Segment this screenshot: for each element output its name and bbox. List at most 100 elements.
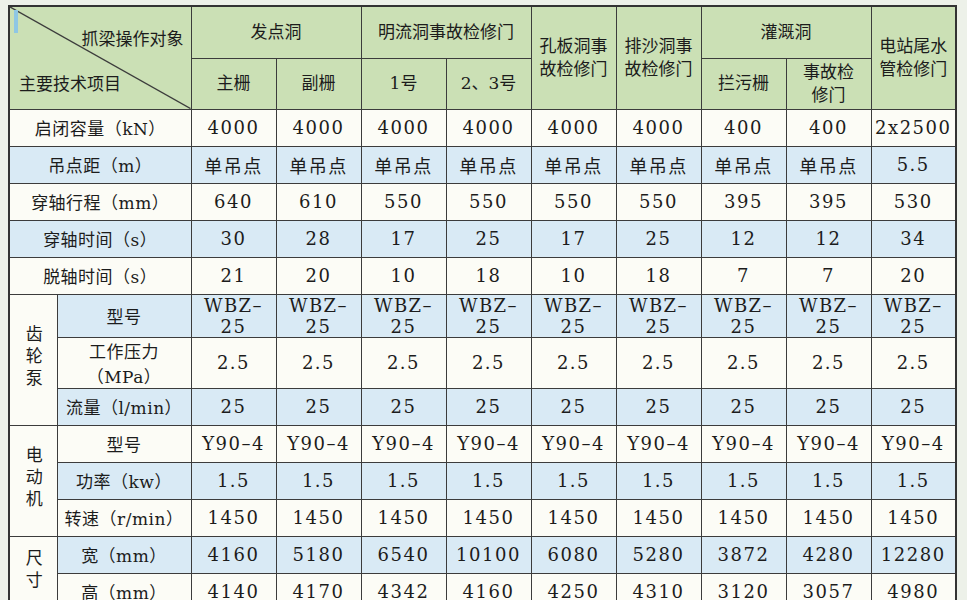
- table-cell: 25: [276, 388, 361, 425]
- table-cell: Y90–4: [276, 425, 361, 462]
- row-label: 脱轴时间（s）: [9, 257, 191, 294]
- table-cell: 17: [361, 220, 446, 257]
- table-cell: 4000: [616, 109, 701, 146]
- table-row: 穿轴时间（s）302817251725121234: [9, 220, 956, 257]
- table-cell: 单吊点: [276, 146, 361, 183]
- table-cell: 1450: [616, 499, 701, 536]
- table-row: 转速（r/min）1450145014501450145014501450145…: [9, 499, 956, 536]
- table-cell: 1450: [361, 499, 446, 536]
- table-cell: 单吊点: [531, 146, 616, 183]
- table-cell: 25: [616, 388, 701, 425]
- table-cell: WBZ–25: [701, 294, 786, 337]
- table-cell: 25: [701, 388, 786, 425]
- table-cell: 25: [786, 388, 871, 425]
- table-cell: WBZ–25: [531, 294, 616, 337]
- table-cell: 4160: [191, 536, 276, 573]
- colgroup-kongbandong: 孔板洞事故检修门: [531, 6, 616, 109]
- row-label: 工作压力（MPa）: [57, 337, 191, 388]
- table-cell: 25: [871, 388, 956, 425]
- table-cell: 400: [701, 109, 786, 146]
- document-page: 抓梁操作对象 主要技术项目 发点洞 明流洞事故检修门 孔板洞事故检修门 排沙洞事…: [0, 0, 967, 600]
- table-cell: WBZ–25: [446, 294, 531, 337]
- table-cell: 5280: [616, 536, 701, 573]
- table-cell: 25: [446, 220, 531, 257]
- row-group-label: 电动机: [9, 425, 57, 536]
- table-cell: 1450: [531, 499, 616, 536]
- corner-bottom-label: 主要技术项目: [19, 73, 121, 96]
- table-cell: 6080: [531, 536, 616, 573]
- table-cell: WBZ–25: [616, 294, 701, 337]
- table-cell: 2.5: [446, 337, 531, 388]
- table-cell: 400: [786, 109, 871, 146]
- row-group-label: 尺寸: [9, 536, 57, 600]
- table-cell: 550: [616, 183, 701, 220]
- table-cell: 2.5: [871, 337, 956, 388]
- row-label: 功率（kw）: [57, 462, 191, 499]
- row-group-label-text: 电动机: [21, 446, 46, 512]
- table-cell: 4280: [786, 536, 871, 573]
- table-cell: 4140: [191, 573, 276, 600]
- table-cell: 21: [191, 257, 276, 294]
- table-cell: 1.5: [701, 462, 786, 499]
- colgroup-paishadong: 排沙洞事故检修门: [616, 6, 701, 109]
- table-cell: 10: [531, 257, 616, 294]
- table-cell: 550: [531, 183, 616, 220]
- table-cell: 17: [531, 220, 616, 257]
- row-label: 转速（r/min）: [57, 499, 191, 536]
- row-label: 穿轴时间（s）: [9, 220, 191, 257]
- table-cell: 4342: [361, 573, 446, 600]
- table-cell: 3120: [701, 573, 786, 600]
- table-cell: 25: [191, 388, 276, 425]
- table-cell: 18: [616, 257, 701, 294]
- table-cell: WBZ–25: [361, 294, 446, 337]
- table-cell: 4170: [276, 573, 361, 600]
- row-group-label-text: 尺寸: [21, 549, 46, 593]
- table-row: 穿轴行程（mm）640610550550550550395395530: [9, 183, 956, 220]
- table-cell: 530: [871, 183, 956, 220]
- table-row: 流量（l/min）252525252525252525: [9, 388, 956, 425]
- table-cell: 1450: [191, 499, 276, 536]
- table-cell: 6540: [361, 536, 446, 573]
- table-cell: 550: [361, 183, 446, 220]
- spec-table: 抓梁操作对象 主要技术项目 发点洞 明流洞事故检修门 孔板洞事故检修门 排沙洞事…: [8, 5, 957, 600]
- table-row: 齿轮泵型号WBZ–25WBZ–25WBZ–25WBZ–25WBZ–25WBZ–2…: [9, 294, 956, 337]
- colgroup-guangaidong: 灌溉洞: [701, 6, 871, 58]
- table-cell: 10: [361, 257, 446, 294]
- table-cell: Y90–4: [191, 425, 276, 462]
- table-cell: 3872: [701, 536, 786, 573]
- table-cell: 640: [191, 183, 276, 220]
- table-cell: 4980: [871, 573, 956, 600]
- table-cell: 1.5: [871, 462, 956, 499]
- table-cell: 7: [786, 257, 871, 294]
- table-cell: 单吊点: [786, 146, 871, 183]
- table-cell: 1.5: [276, 462, 361, 499]
- table-cell: WBZ–25: [191, 294, 276, 337]
- table-cell: Y90–4: [616, 425, 701, 462]
- table-cell: 1450: [276, 499, 361, 536]
- table-cell: 395: [786, 183, 871, 220]
- table-cell: 20: [276, 257, 361, 294]
- table-cell: 1.5: [446, 462, 531, 499]
- col-header-fushan: 副栅: [276, 58, 361, 109]
- table-cell: WBZ–25: [786, 294, 871, 337]
- table-cell: 12: [786, 220, 871, 257]
- table-cell: 34: [871, 220, 956, 257]
- colgroup-dianzhan: 电站尾水管检修门: [871, 6, 956, 109]
- row-label: 宽（mm）: [57, 536, 191, 573]
- table-cell: 4000: [531, 109, 616, 146]
- table-cell: 1.5: [191, 462, 276, 499]
- row-group-label-text: 齿轮泵: [21, 325, 46, 391]
- table-cell: 12: [701, 220, 786, 257]
- table-row: 尺寸宽（mm）416051806540101006080528038724280…: [9, 536, 956, 573]
- table-cell: 1450: [786, 499, 871, 536]
- table-cell: Y90–4: [701, 425, 786, 462]
- table-cell: 1450: [871, 499, 956, 536]
- col-header-no1: 1号: [361, 58, 446, 109]
- col-header-no2-3: 2、3号: [446, 58, 531, 109]
- table-cell: 1450: [701, 499, 786, 536]
- table-row: 脱轴时间（s）2120101810187720: [9, 257, 956, 294]
- table-cell: WBZ–25: [871, 294, 956, 337]
- col-header-zhushan: 主栅: [191, 58, 276, 109]
- table-cell: 3057: [786, 573, 871, 600]
- table-cell: 4160: [446, 573, 531, 600]
